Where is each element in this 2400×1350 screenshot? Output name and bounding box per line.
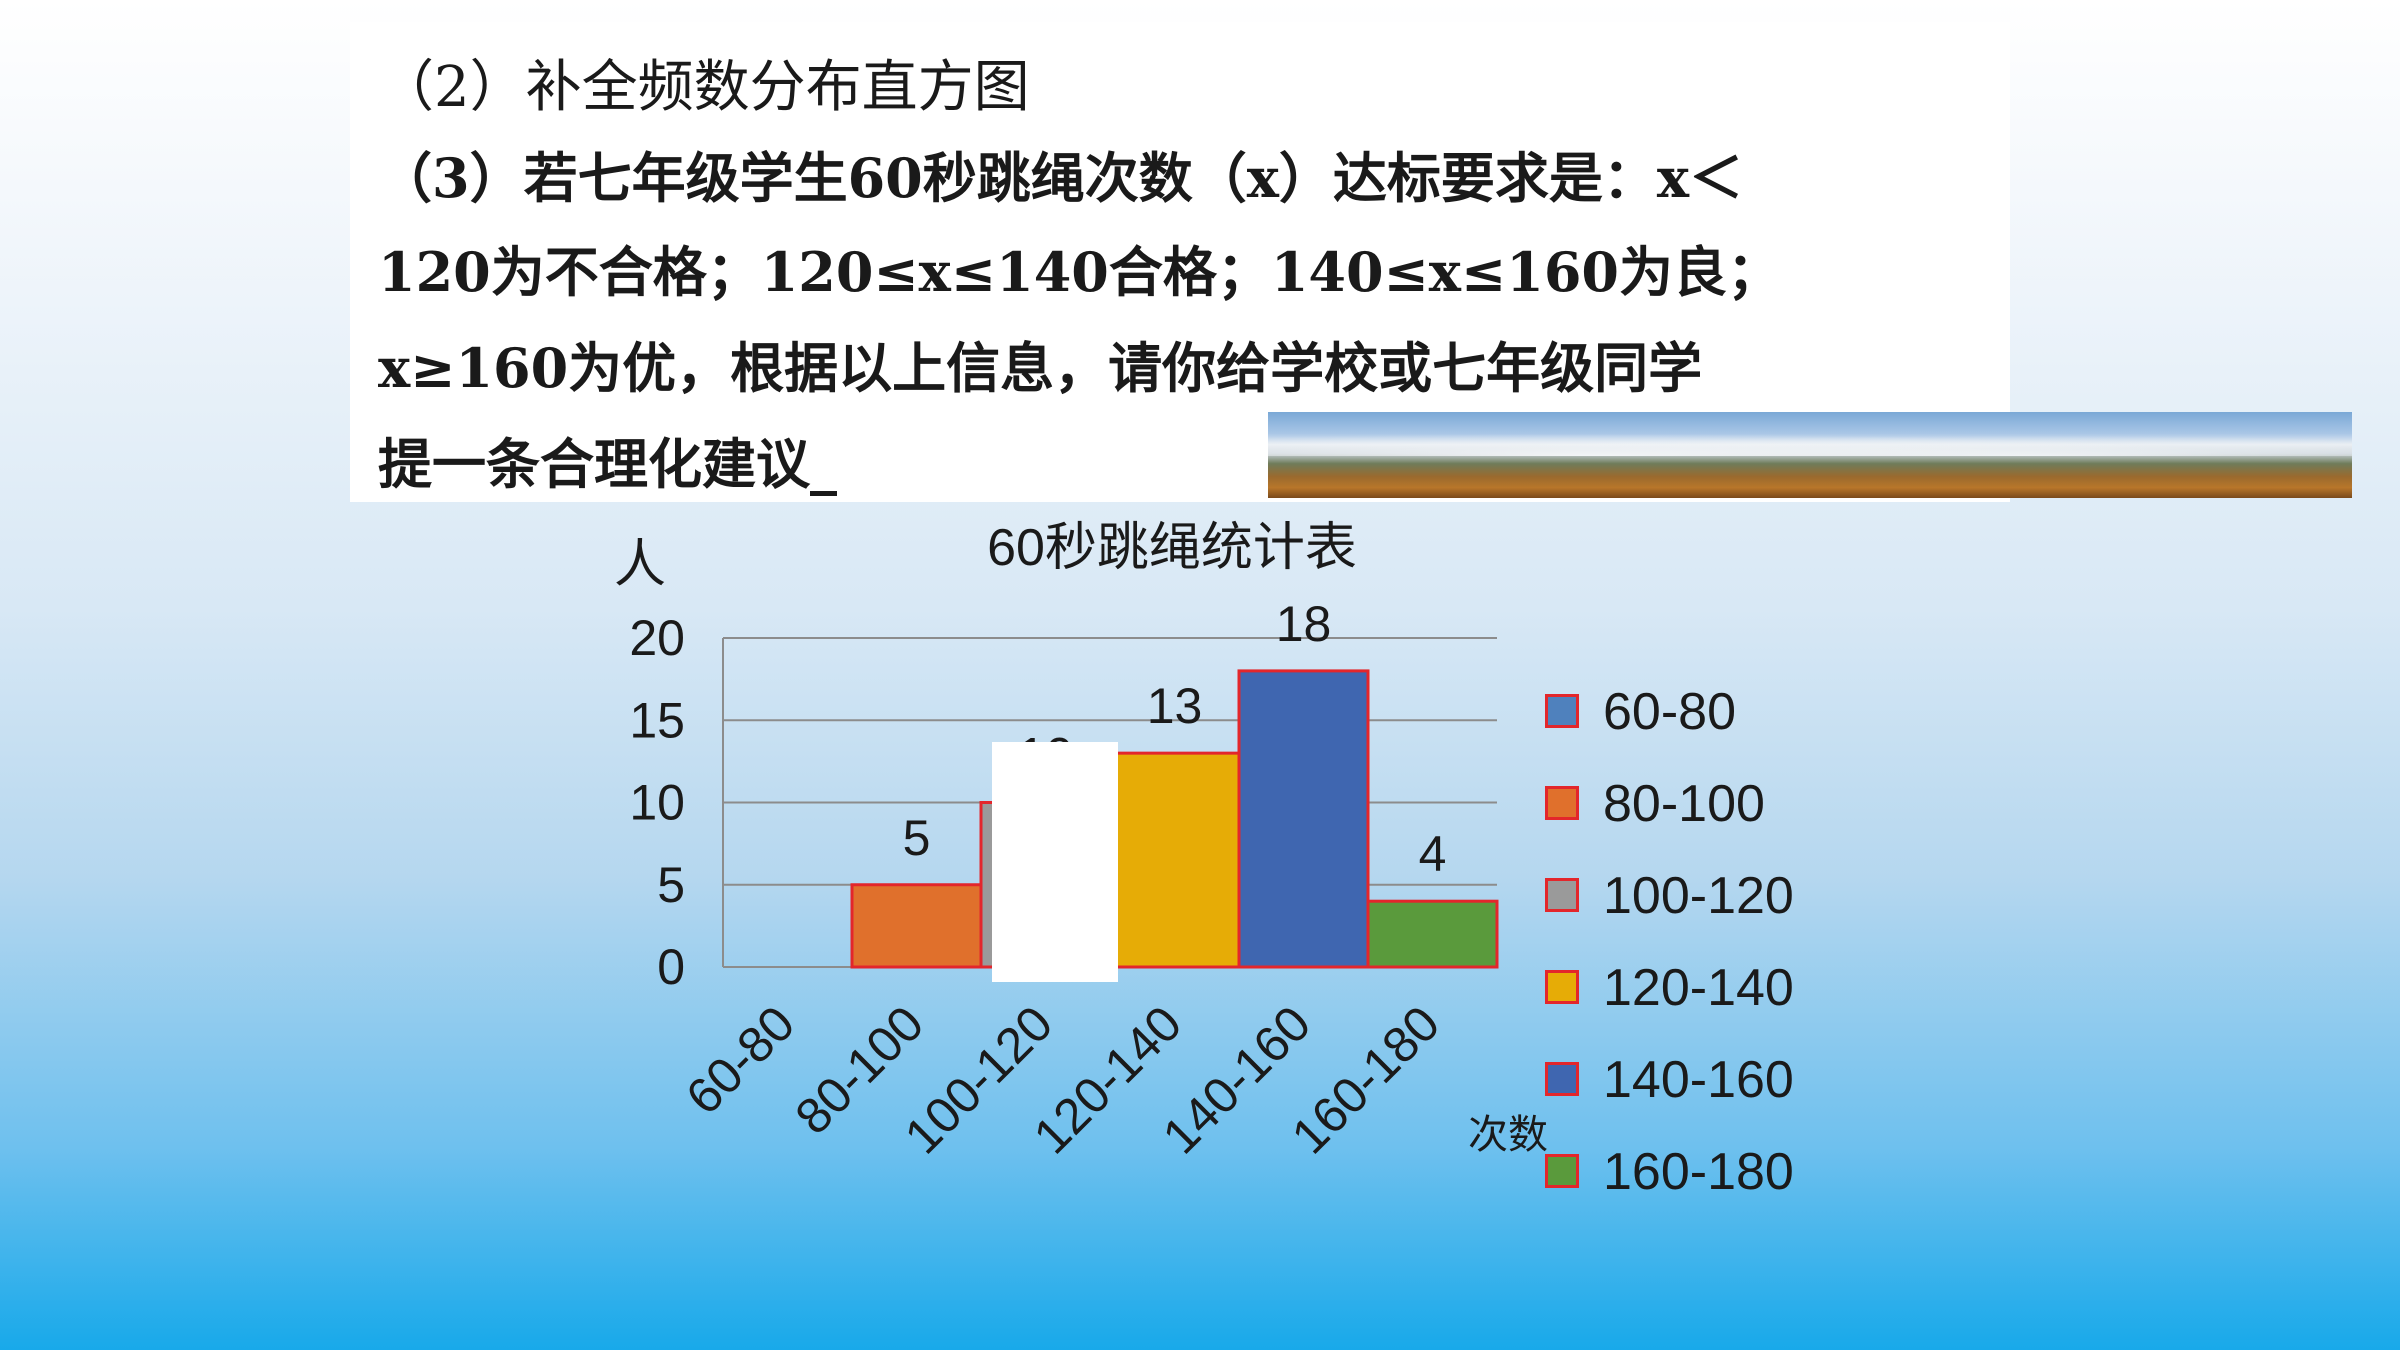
- y-tick-label: 5: [657, 857, 685, 913]
- question-3-text-line-3: x≥160为优，根据以上信息，请你给学校或七年级同学: [378, 336, 1703, 400]
- question-card: （2）补全频数分布直方图 （3）若七年级学生60秒跳绳次数（x）达标要求是：x＜…: [350, 22, 2352, 502]
- y-axis-ticks: 0 5 10 15 20: [629, 610, 685, 995]
- y-tick-label: 10: [629, 775, 685, 831]
- legend-label: 120-140: [1603, 959, 1794, 1017]
- legend-swatch: [1545, 786, 1579, 820]
- data-label: 13: [1147, 678, 1203, 734]
- y-axis-label: 人: [614, 535, 666, 595]
- legend-label: 80-100: [1603, 775, 1765, 833]
- chart-title: 60秒跳绳统计表: [987, 519, 1357, 577]
- legend-label: 60-80: [1603, 683, 1736, 741]
- legend-label: 100-120: [1603, 867, 1794, 925]
- legend-swatch: [1545, 1154, 1579, 1188]
- bar-120-140: [1108, 751, 1241, 969]
- question-3-text-line-4: 提一条合理化建议_: [378, 432, 837, 496]
- question-3-text-line-2: 120为不合格；120≤x≤140合格；140≤x≤160为良；: [378, 240, 1781, 304]
- data-label: 4: [1419, 826, 1447, 882]
- legend-swatch: [1545, 1062, 1579, 1096]
- legend-swatch: [1545, 878, 1579, 912]
- bar-140-160: [1237, 669, 1370, 969]
- legend-label: 140-160: [1603, 1051, 1794, 1109]
- y-tick-label: 20: [629, 610, 685, 666]
- legend-label: 160-180: [1603, 1143, 1794, 1201]
- question-3-text-line-1: （3）若七年级学生60秒跳绳次数（x）达标要求是：x＜: [378, 146, 1744, 210]
- landscape-image: [1268, 412, 2352, 498]
- question-2-text: （2）补全频数分布直方图: [378, 55, 1030, 120]
- legend-swatch: [1545, 694, 1579, 728]
- bar-80-100: [850, 883, 983, 969]
- data-label: 18: [1276, 596, 1332, 652]
- y-tick-label: 0: [657, 939, 685, 995]
- data-label: 5: [903, 810, 931, 866]
- y-tick-label: 15: [629, 692, 685, 748]
- legend-swatch: [1545, 970, 1579, 1004]
- x-axis-label: 次数: [1468, 1112, 1548, 1158]
- bar-160-180: [1366, 899, 1499, 969]
- white-cover-box: [992, 742, 1118, 982]
